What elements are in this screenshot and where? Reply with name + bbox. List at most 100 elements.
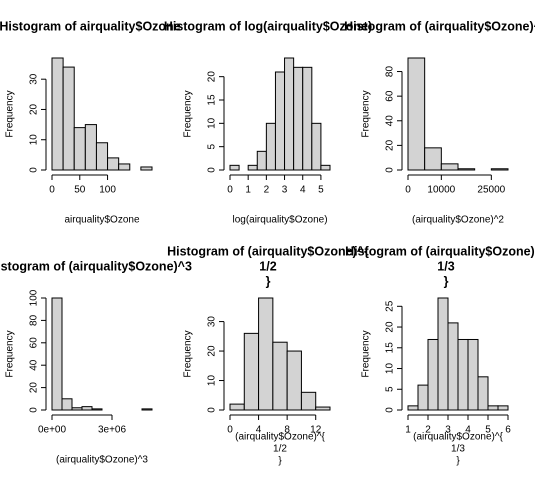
x-tick-label: 5	[485, 425, 491, 436]
y-axis-label: Frequency	[361, 90, 372, 137]
bar	[229, 403, 245, 411]
y-tick-label: 25	[385, 300, 396, 312]
x-tick-label: 0	[227, 425, 233, 436]
bar	[447, 322, 459, 411]
x-tick-label: 1	[245, 185, 251, 196]
bar	[457, 338, 469, 411]
bar	[95, 142, 109, 171]
bar	[457, 168, 476, 171]
y-tick-label: 30	[207, 316, 218, 328]
y-tick-label: 20	[385, 321, 396, 333]
x-axis-label: 1/3	[451, 444, 465, 455]
bar	[497, 405, 509, 411]
chart-title: Histogram of airquality$Ozone	[0, 19, 181, 33]
y-tick-label: 60	[29, 337, 40, 349]
chart-title: Histogram of log(airquality$Ozone)	[164, 19, 372, 33]
y-tick-label: 20	[207, 71, 218, 83]
chart-title: 1/3	[437, 259, 454, 273]
bar	[286, 350, 302, 411]
bar	[81, 406, 93, 411]
y-tick-label: 20	[29, 103, 40, 115]
x-tick-label: 0	[227, 185, 233, 196]
x-tick-label: 4	[300, 185, 306, 196]
y-tick-label: 5	[385, 386, 396, 392]
y-axis-label: Frequency	[5, 90, 16, 137]
x-tick-label: 0e+00	[38, 425, 67, 436]
bar	[91, 408, 103, 411]
x-tick-label: 0	[49, 185, 55, 196]
bar	[427, 338, 439, 411]
chart-title: Histogram of (airquality$Ozone)^{	[167, 244, 369, 258]
x-tick-label: 2	[264, 185, 270, 196]
bar	[311, 122, 322, 171]
y-axis-label: Frequency	[183, 90, 194, 137]
bar	[229, 164, 240, 171]
bar	[140, 166, 153, 171]
x-tick-label: 6	[505, 425, 511, 436]
x-axis-label: (airquality$Ozone)^3	[56, 455, 148, 466]
bar	[440, 163, 459, 171]
bar	[51, 297, 63, 411]
y-tick-label: 0	[385, 407, 396, 413]
x-axis-label: }	[278, 456, 282, 467]
bar	[300, 391, 317, 411]
x-tick-label: 100	[99, 185, 116, 196]
y-tick-label: 15	[385, 342, 396, 354]
bar	[284, 57, 295, 171]
y-tick-label: 20	[207, 345, 218, 357]
bar	[467, 338, 479, 411]
x-tick-label: 3e+06	[98, 425, 127, 436]
y-tick-label: 0	[29, 167, 40, 173]
bar	[490, 168, 509, 171]
y-tick-label: 80	[385, 66, 396, 78]
chart-title: Histogram of (airquality$Ozone)^{	[345, 244, 535, 258]
y-tick-label: 5	[207, 143, 218, 149]
bar	[256, 150, 267, 171]
y-tick-label: 40	[29, 359, 40, 371]
bar	[407, 405, 419, 411]
x-axis-label: }	[456, 456, 460, 467]
x-tick-label: 4	[256, 425, 262, 436]
y-tick-label: 15	[207, 94, 218, 106]
y-tick-label: 20	[385, 139, 396, 151]
bar	[477, 376, 489, 411]
x-tick-label: 5	[318, 185, 324, 196]
x-axis-label: (airquality$Ozone)^2	[412, 215, 504, 226]
x-axis-label: (airquality$Ozone)^{	[235, 432, 325, 443]
x-tick-label: 1	[405, 425, 411, 436]
x-tick-label: 4	[465, 425, 471, 436]
y-axis-label: Frequency	[361, 330, 372, 377]
bar	[51, 57, 64, 171]
chart-title: Histogram of (airquality$Ozone)^2	[344, 19, 535, 33]
bar	[293, 66, 304, 171]
bar	[320, 164, 331, 171]
bar	[118, 163, 131, 171]
y-tick-label: 60	[385, 90, 396, 102]
bar	[437, 297, 449, 411]
y-tick-label: 100	[29, 289, 40, 306]
x-tick-label: 8	[284, 425, 290, 436]
bar	[487, 405, 499, 411]
bar	[107, 157, 120, 171]
y-tick-label: 20	[29, 382, 40, 394]
x-tick-label: 0	[405, 185, 411, 196]
bar	[265, 122, 276, 171]
bar	[407, 57, 426, 171]
y-tick-label: 10	[207, 375, 218, 387]
y-tick-label: 10	[207, 117, 218, 129]
y-tick-label: 0	[207, 407, 218, 413]
bar	[272, 341, 288, 411]
x-tick-label: 2	[425, 425, 431, 436]
bar	[247, 164, 258, 171]
y-tick-label: 10	[29, 134, 40, 146]
y-tick-label: 40	[385, 115, 396, 127]
chart-title: 1/2	[259, 259, 276, 273]
x-axis-label: airquality$Ozone	[64, 215, 139, 226]
x-tick-label: 25000	[477, 185, 505, 196]
bar	[61, 398, 73, 411]
y-tick-label: 0	[207, 167, 218, 173]
bar	[258, 297, 274, 411]
x-tick-label: 3	[445, 425, 451, 436]
bar	[73, 127, 86, 171]
bar	[315, 406, 331, 411]
